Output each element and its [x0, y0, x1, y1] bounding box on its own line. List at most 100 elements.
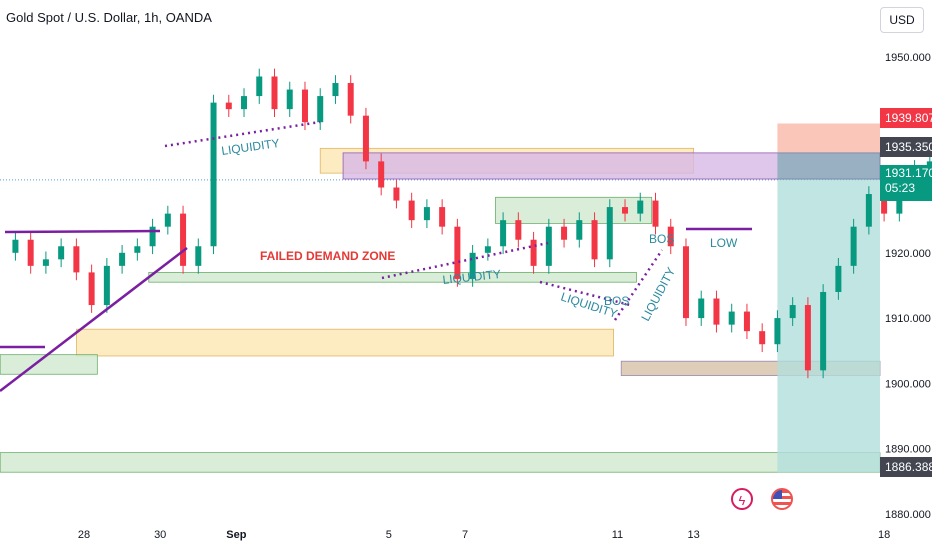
candle-body	[820, 291, 827, 371]
candle-body	[58, 246, 65, 260]
us-flag-icon[interactable]	[771, 488, 793, 510]
liquidity-dotted-line	[381, 241, 549, 280]
candle-body	[195, 246, 202, 266]
candle-body	[804, 305, 811, 371]
trendline	[0, 247, 188, 392]
annotation-label: LOW	[710, 236, 738, 250]
x-tick-label: Sep	[226, 529, 246, 541]
y-tick-label: 1920.000	[885, 248, 931, 260]
candle-body	[164, 213, 171, 227]
demand-zone-lower	[75, 328, 614, 357]
candle-body	[926, 161, 932, 168]
candle-body	[774, 318, 781, 345]
candle-body	[225, 102, 232, 110]
candle-body	[103, 265, 110, 306]
annotation-label: LIQUIDITY	[442, 267, 502, 287]
candle-body	[759, 331, 766, 345]
candle-body	[332, 83, 339, 97]
x-tick-label: 5	[386, 529, 392, 541]
current-price: 1931.170	[885, 166, 932, 180]
candle-body	[180, 213, 187, 266]
annotation-label: BOS	[604, 294, 629, 308]
candle-body	[789, 305, 796, 319]
candle-body	[622, 207, 629, 214]
price-tag-red: 1939.807	[880, 108, 932, 128]
candle-body	[667, 226, 674, 247]
candle-body	[484, 246, 491, 253]
bar-countdown: 05:23	[885, 181, 916, 195]
candle-body	[362, 115, 369, 162]
x-tick-label: 7	[462, 529, 468, 541]
lightning-icon[interactable]: ϟ	[731, 488, 753, 510]
candle-body	[256, 76, 263, 97]
stop-zone	[777, 123, 880, 153]
candle-body	[301, 89, 308, 123]
candle-body	[439, 207, 446, 227]
price-series	[12, 68, 932, 379]
candle-body	[561, 226, 568, 240]
x-tick-label: 18	[878, 529, 890, 541]
candle-body	[652, 200, 659, 227]
target-zone	[777, 179, 880, 473]
demand-zone-left	[0, 354, 98, 375]
candle-body	[119, 252, 126, 266]
annotation-label: LIQUIDITY	[638, 265, 678, 323]
candle-body	[576, 220, 583, 240]
candle-body	[881, 194, 888, 214]
resistance-line	[4, 229, 161, 234]
y-tick-label: 1910.000	[885, 313, 931, 325]
candle-body	[317, 96, 324, 123]
candle-body	[347, 83, 354, 116]
y-tick-label: 1950.000	[885, 52, 931, 64]
demand-zone-failed	[148, 271, 637, 283]
candle-body	[713, 298, 720, 325]
drawings-layer: LIQUIDITY FAILED DEMAND ZONE LIQUIDITY LIQU…	[0, 120, 752, 392]
candle-body	[210, 102, 217, 247]
annotation-label: LIQUIDITY	[220, 136, 280, 158]
symbol-title: Gold Spot / U.S. Dollar, 1h, OANDA	[6, 10, 212, 25]
candle-body	[149, 226, 156, 247]
candle-body	[682, 246, 689, 319]
candle-body	[530, 239, 537, 266]
price-tag-bottom: 1886.388	[880, 457, 932, 477]
axes-layer: 1880.000 1890.000 1900.000 1910.000 1920.000…	[78, 52, 931, 541]
demand-zone-mid	[495, 196, 653, 224]
candle-body	[606, 207, 613, 260]
price-tag-current: 1931.170 05:23	[880, 165, 932, 201]
candle-body	[591, 220, 598, 260]
liquidity-dotted-line	[164, 120, 321, 148]
candle-body	[865, 194, 872, 227]
y-tick-label: 1880.000	[885, 509, 931, 521]
candle-body	[27, 239, 34, 266]
candle-body	[835, 265, 842, 292]
candle-body	[469, 252, 476, 279]
candle-body	[515, 220, 522, 240]
x-tick-label: 30	[154, 529, 166, 541]
candle-body	[408, 200, 415, 221]
demand-zone-bottom	[0, 452, 881, 473]
candle-body	[545, 226, 552, 266]
candle-body	[42, 259, 49, 266]
candle-body	[743, 311, 750, 332]
candle-body	[286, 89, 293, 110]
y-tick-label: 1900.000	[885, 378, 931, 390]
candle-body	[12, 239, 19, 253]
entry-zone	[777, 152, 880, 180]
candle-body	[241, 96, 248, 110]
candle-body	[134, 246, 141, 253]
annotation-label: BOS	[649, 232, 674, 246]
candle-body	[271, 76, 278, 110]
candle-body	[454, 226, 461, 279]
candle-body	[73, 246, 80, 273]
x-tick-label: 13	[687, 529, 699, 541]
price-tag-dark: 1935.350	[880, 137, 932, 157]
candle-body	[698, 298, 705, 319]
currency-selector[interactable]: USD	[880, 7, 924, 33]
candle-body	[88, 272, 95, 306]
x-tick-label: 28	[78, 529, 90, 541]
candle-body	[728, 311, 735, 325]
candle-body	[378, 161, 385, 188]
y-tick-label: 1890.000	[885, 444, 931, 456]
candle-body	[850, 226, 857, 266]
